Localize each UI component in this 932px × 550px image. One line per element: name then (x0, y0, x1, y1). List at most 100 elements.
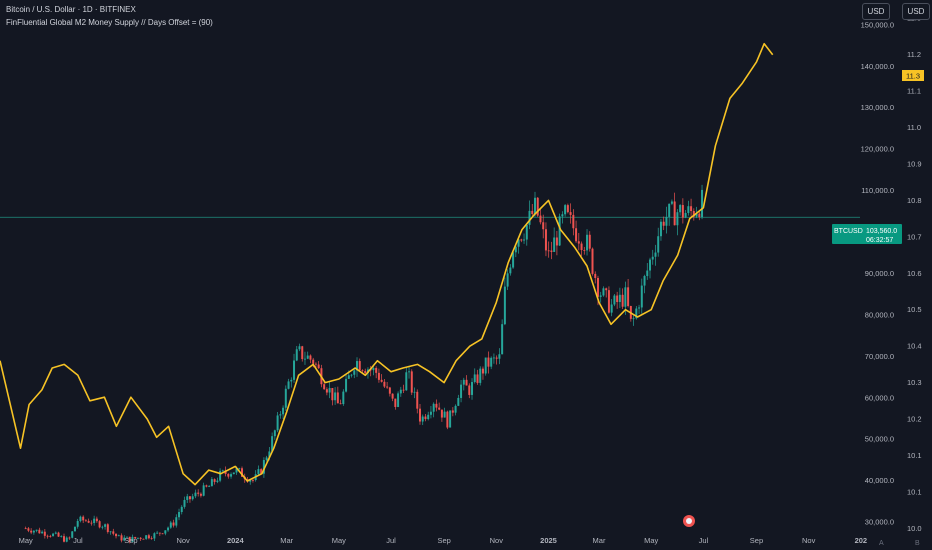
btc-candle (627, 287, 630, 306)
btc-candle (687, 206, 690, 213)
btc-candle (227, 473, 230, 477)
btc-candle (462, 379, 465, 385)
right-axis-tick-label: 10.2 (907, 415, 922, 424)
btc-candle (544, 229, 547, 251)
btc-candle (649, 259, 652, 271)
btc-candle (290, 379, 293, 382)
btc-candles (24, 184, 704, 544)
right-axis-tick-label: 10.6 (907, 269, 922, 278)
time-axis-tick-label: May (644, 536, 658, 545)
btc-candle (134, 536, 137, 539)
btc-candle (575, 228, 578, 242)
m2-tag-value: 11.3 (906, 72, 920, 81)
time-axis-tick-label: Nov (176, 536, 190, 545)
legend-symbol[interactable]: Bitcoin / U.S. Dollar · 1D · BITFINEX (6, 5, 136, 14)
btc-candle (202, 485, 205, 496)
btc-candle (131, 536, 134, 542)
btc-candle (106, 524, 109, 532)
btc-candle (394, 398, 397, 407)
btc-candle (331, 388, 334, 401)
btc-candle (525, 224, 528, 240)
snapshot-icon[interactable] (683, 515, 695, 527)
btc-candle (676, 212, 679, 226)
currency-button-left[interactable]: USD (862, 3, 890, 20)
btc-candle (262, 460, 265, 474)
btc-candle (542, 222, 545, 230)
btc-candle (257, 469, 260, 475)
btc-candle (364, 370, 367, 374)
btc-candle (334, 392, 337, 401)
left-axis-tick-label: 130,000.0 (861, 103, 894, 112)
btc-candle (451, 410, 454, 413)
auto-scale-button[interactable]: A (879, 540, 884, 547)
btc-candle (386, 386, 389, 388)
btc-candle (98, 521, 101, 528)
btc-candle (153, 533, 156, 539)
btc-candle (175, 517, 178, 526)
btc-candle (82, 516, 85, 521)
btc-candle (342, 391, 345, 405)
time-axis-tick-label: 202 (855, 536, 868, 545)
time-axis-tick-label: Nov (490, 536, 504, 545)
btc-candle (616, 295, 619, 303)
btc-candle (325, 389, 328, 393)
btc-candle (95, 518, 98, 522)
btc-candle (235, 468, 238, 473)
currency-button-right[interactable]: USD (902, 3, 930, 20)
btc-candle (443, 411, 446, 418)
btc-candle (164, 530, 167, 534)
btc-candle (492, 357, 495, 359)
btc-candle (503, 286, 506, 325)
btc-candle (424, 416, 427, 420)
btc-candle (350, 374, 353, 376)
left-axis-tick-label: 70,000.0 (865, 352, 894, 361)
time-axis[interactable]: May Jul Sep Nov 2024 Mar May Jul Sep Nov 2025 Mar Ma… (19, 536, 868, 545)
btc-candle (84, 520, 87, 522)
btc-candle (90, 522, 93, 524)
btc-candle (564, 205, 567, 215)
btc-candle (358, 361, 361, 371)
btc-candle (468, 385, 471, 395)
btc-candle (123, 537, 126, 541)
left-axis-tick-label: 30,000.0 (865, 518, 894, 527)
btc-candle (670, 201, 673, 204)
log-scale-button[interactable]: B (915, 540, 920, 547)
btc-candle (306, 355, 309, 359)
btc-candle (112, 531, 115, 534)
btc-candle (249, 480, 252, 482)
btc-candle (539, 215, 542, 223)
btc-candle (605, 288, 608, 291)
btc-candle (287, 381, 290, 389)
btc-candle (690, 206, 693, 212)
btc-candle (438, 407, 441, 410)
current-price-tag: BTCUSD 103,560.0 06:32:57 (832, 224, 902, 244)
btc-candle (421, 416, 424, 422)
time-axis-tick-label: Mar (593, 536, 606, 545)
legend-indicator[interactable]: FinFluential Global M2 Money Supply // D… (6, 18, 213, 27)
btc-candle (698, 213, 701, 218)
btc-candle (476, 374, 479, 383)
right-axis-tick-label: 10.4 (907, 342, 922, 351)
right-axis-tick-label: 11.0 (907, 123, 921, 132)
btc-candle (695, 213, 698, 217)
btc-candle (156, 532, 159, 534)
btc-candle (566, 205, 569, 213)
btc-candle (429, 411, 432, 415)
btc-candle (388, 387, 391, 394)
btc-candle (621, 294, 624, 307)
btc-candle (408, 371, 411, 373)
btc-candle (145, 535, 148, 539)
btc-candle (117, 535, 120, 537)
btc-candle (46, 535, 49, 537)
left-axis-tick-label: 90,000.0 (865, 269, 894, 278)
btc-candle (271, 436, 274, 452)
btc-candle (577, 241, 580, 244)
left-axis-tick-label: 110,000.0 (861, 186, 894, 195)
btc-candle (405, 372, 408, 391)
btc-candle (317, 364, 320, 369)
btc-candle (481, 368, 484, 374)
btc-candle (446, 411, 449, 428)
btc-candle (583, 250, 586, 251)
time-axis-tick-label: Mar (280, 536, 293, 545)
